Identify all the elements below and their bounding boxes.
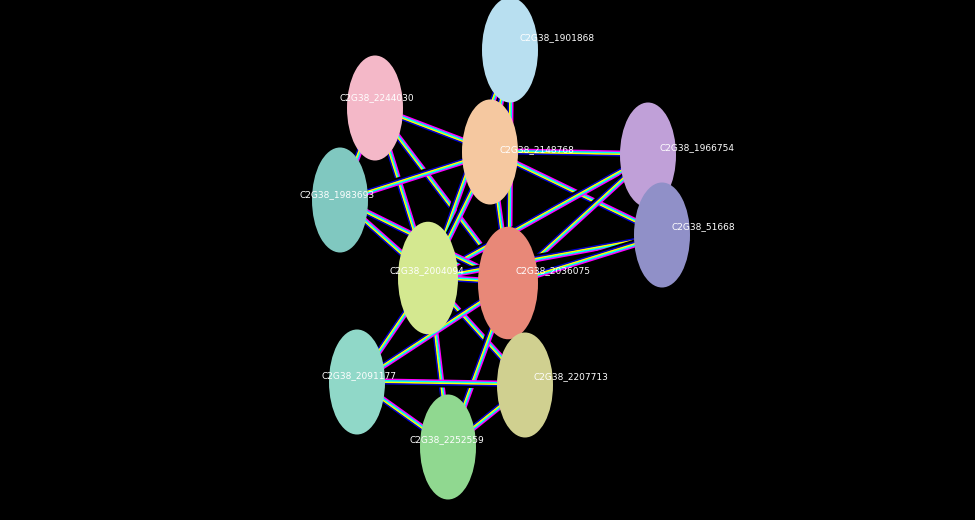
Text: C2G38_2244030: C2G38_2244030: [340, 94, 414, 102]
Ellipse shape: [347, 56, 403, 161]
Text: C2G38_2036075: C2G38_2036075: [516, 266, 591, 276]
Ellipse shape: [497, 332, 553, 437]
Text: C2G38_2091177: C2G38_2091177: [322, 371, 397, 381]
Ellipse shape: [634, 183, 690, 288]
Text: C2G38_1983693: C2G38_1983693: [300, 190, 375, 200]
Ellipse shape: [462, 99, 518, 204]
Text: C2G38_2004094: C2G38_2004094: [390, 266, 465, 276]
Ellipse shape: [420, 395, 476, 500]
Text: C2G38_1966754: C2G38_1966754: [660, 144, 735, 152]
Ellipse shape: [482, 0, 538, 102]
Ellipse shape: [398, 222, 458, 334]
Ellipse shape: [478, 227, 538, 339]
Text: C2G38_1901868: C2G38_1901868: [520, 33, 595, 43]
Ellipse shape: [312, 148, 368, 253]
Text: C2G38_2207713: C2G38_2207713: [534, 372, 608, 382]
Text: C2G38_2148768: C2G38_2148768: [500, 146, 575, 154]
Text: C2G38_51668: C2G38_51668: [672, 223, 735, 231]
Ellipse shape: [620, 102, 676, 207]
Ellipse shape: [329, 330, 385, 435]
Text: C2G38_2252559: C2G38_2252559: [410, 436, 485, 445]
